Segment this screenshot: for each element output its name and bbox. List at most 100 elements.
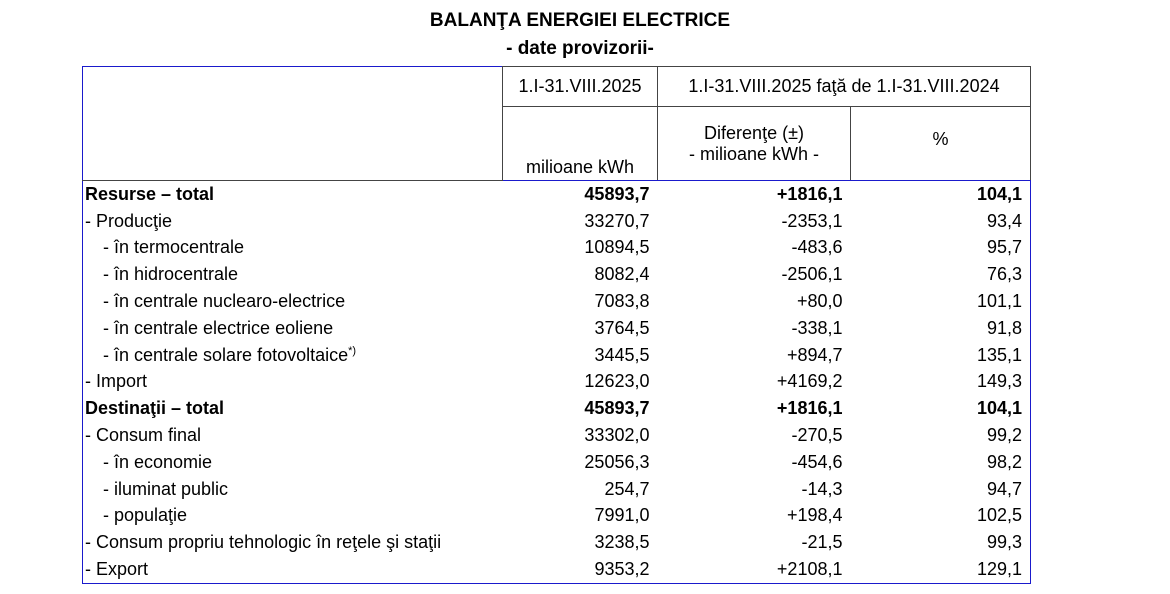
col-header: 1.I-31.VIII.2025 faţă de 1.I-31.VIII.202…: [657, 66, 1031, 107]
row-label: - Consum final: [83, 422, 503, 449]
cell-value: 99,2: [986, 425, 1022, 446]
row-label: - în centrale electrice eoliene: [83, 315, 503, 342]
cell-value: 149,3: [976, 371, 1022, 392]
label-text: - iluminat public: [103, 478, 229, 499]
row-label: - Export: [83, 556, 503, 583]
cell-value: -2353,1: [781, 210, 843, 231]
cell-value: 76,3: [986, 264, 1022, 285]
cell-value: -270,5: [791, 425, 843, 446]
row-label: - în centrale solare fotovoltaice*): [83, 342, 503, 369]
cell-value: 45893,7: [584, 183, 650, 204]
cell-value: +1816,1: [776, 183, 843, 204]
cell-value: 3764,5: [594, 317, 650, 338]
cell-value: 10894,5: [584, 237, 650, 258]
table-row: - Import 12623,0 +4169,2 149,3: [83, 369, 1031, 396]
label-text: - în centrale nuclearo-electrice: [103, 291, 346, 312]
row-label: - în centrale nuclearo-electrice: [83, 288, 503, 315]
table-row: - în hidrocentrale 8082,4 -2506,1 76,3: [83, 261, 1031, 288]
row-label: Destinaţii – total: [83, 395, 503, 422]
cell-value: 135,1: [976, 344, 1022, 365]
cell-value: +1816,1: [776, 398, 843, 419]
cell-value: 45893,7: [584, 398, 650, 419]
label-text: - Producţie: [85, 210, 173, 231]
label-text: - populaţie: [103, 505, 188, 526]
table-row: - în termocentrale 10894,5 -483,6 95,7: [83, 235, 1031, 262]
table-row: - în economie 25056,3 -454,6 98,2: [83, 449, 1031, 476]
table-row: Destinaţii – total 45893,7 +1816,1 104,1: [83, 395, 1031, 422]
table-row: - Consum propriu tehnologic în reţele şi…: [83, 529, 1031, 556]
cell-value: -21,5: [801, 532, 843, 553]
cell-value: 8082,4: [594, 264, 650, 285]
table-row: - Consum final 33302,0 -270,5 99,2: [83, 422, 1031, 449]
table-row: - în centrale electrice eoliene 3764,5 -33…: [83, 315, 1031, 342]
cell-value: 104,1: [976, 398, 1022, 419]
cell-value: 3238,5: [594, 532, 650, 553]
label-text: - în economie: [103, 451, 213, 472]
label-text: Resurse – total: [85, 183, 215, 204]
row-label: - populaţie: [83, 503, 503, 530]
cell-value: 98,2: [986, 451, 1022, 472]
table-row: Resurse – total 45893,7 +1816,1 104,1: [83, 181, 1031, 208]
cell-value: 33302,0: [584, 425, 650, 446]
cell-value: 3445,5: [594, 344, 650, 365]
cell-value: -454,6: [791, 451, 843, 472]
table-row: - iluminat public 254,7 -14,3 94,7: [83, 476, 1031, 503]
row-label: - în economie: [83, 449, 503, 476]
row-label: Resurse – total: [83, 181, 503, 208]
row-label: - Producţie: [83, 208, 503, 235]
cell-value: 129,1: [976, 559, 1022, 580]
footnote-mark: *): [348, 344, 357, 357]
title: BALANŢA ENERGIEI ELECTRICE: [429, 10, 731, 31]
table-row: - în centrale nuclearo-electrice 7083,8 +8…: [83, 288, 1031, 315]
cell-value: -338,1: [791, 317, 843, 338]
cell-value: 95,7: [986, 237, 1022, 258]
label-text: - în hidrocentrale: [103, 264, 239, 285]
cell-value: -14,3: [801, 478, 843, 499]
cell-value: 7083,8: [594, 291, 650, 312]
cell-value: 104,1: [976, 183, 1022, 204]
cell-value: 254,7: [604, 478, 650, 499]
label-text: Destinaţii – total: [85, 398, 225, 419]
corner: [82, 66, 503, 181]
col-header: milioane kWh: [502, 106, 658, 181]
cell-value: +4169,2: [776, 371, 843, 392]
label-text: - în termocentrale: [103, 237, 245, 258]
cell-value: 94,7: [986, 478, 1022, 499]
table-row: - populaţie 7991,0 +198,4 102,5: [83, 503, 1031, 530]
col-header: %: [850, 106, 1031, 181]
cell-value: -483,6: [791, 237, 843, 258]
cell-value: +80,0: [796, 291, 843, 312]
energy-table: 1.I-31.VIII.2025 1.I-31.VIII.2025 faţă d…: [82, 66, 1031, 584]
cell-value: +894,7: [786, 344, 843, 365]
cell-value: 7991,0: [594, 505, 650, 526]
col-header-text: Diferenţe (±): [704, 122, 804, 143]
cell-value: 91,8: [986, 317, 1022, 338]
row-label: - în hidrocentrale: [83, 261, 503, 288]
row-label: - în termocentrale: [83, 235, 503, 262]
label-text: - Export: [85, 559, 149, 580]
cell-value: 33270,7: [584, 210, 650, 231]
col-header: Diferenţe (±) - milioane kWh -: [657, 106, 851, 181]
label-text: - Consum final: [85, 425, 202, 446]
row-label: - Import: [83, 369, 503, 396]
cell-value: 12623,0: [584, 371, 650, 392]
label-text: - Consum propriu tehnologic în reţele şi…: [85, 532, 442, 553]
label-text: - Import: [85, 371, 148, 392]
table-row: - Producţie 33270,7 -2353,1 93,4: [83, 208, 1031, 235]
cell-value: 25056,3: [584, 451, 650, 472]
cell-value: +2108,1: [776, 559, 843, 580]
table-row: - Export 9353,2 +2108,1 129,1: [83, 556, 1031, 583]
row-label: - iluminat public: [83, 476, 503, 503]
cell-value: 93,4: [986, 210, 1022, 231]
row-label: - Consum propriu tehnologic în reţele şi…: [83, 529, 503, 556]
table-row: - în centrale solare fotovoltaice*) 3445,…: [83, 342, 1031, 369]
cell-value: 102,5: [976, 505, 1022, 526]
subtitle: - date provizorii-: [506, 38, 654, 59]
col-header-text: - milioane kWh -: [688, 143, 820, 164]
cell-value: +198,4: [786, 505, 843, 526]
cell-value: 9353,2: [594, 559, 650, 580]
label-text: - în centrale electrice eoliene: [103, 317, 334, 338]
cell-value: 99,3: [986, 532, 1022, 553]
col-header: 1.I-31.VIII.2025: [502, 66, 658, 107]
